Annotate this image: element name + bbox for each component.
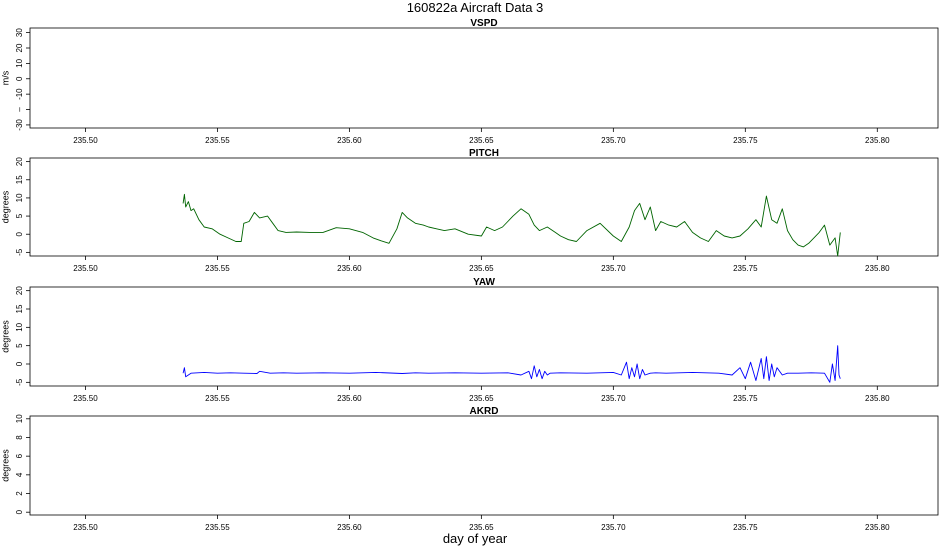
y-tick-label: -30 [15,119,24,131]
y-tick-label: 8 [15,435,24,440]
y-axis-label: degrees [0,320,10,353]
x-tick-label: 235.60 [337,523,362,532]
x-tick-label: 235.70 [601,394,626,403]
x-tick-label: 235.50 [73,136,98,145]
x-tick-label: 235.55 [205,523,230,532]
x-tick-label: 235.60 [337,264,362,273]
x-tick-label: 235.50 [73,523,98,532]
x-tick-label: 235.65 [469,136,494,145]
x-tick-label: 235.60 [337,394,362,403]
x-tick-label: 235.55 [205,136,230,145]
panel-title: YAW [473,277,495,288]
plot-frame [29,286,939,387]
panels-group: VSPD 235.50 235.55 235.60 235.65 235.70 235.75… [0,18,939,532]
panel-title: AKRD [470,406,499,417]
y-tick-label: 10 [15,322,24,331]
x-tick-label: 235.80 [865,394,890,403]
x-tick-label: 235.75 [733,394,758,403]
y-tick-label: 0 [15,231,24,236]
x-tick-label: 235.55 [205,264,230,273]
x-tick-label: 235.75 [733,136,758,145]
plot-frame [29,415,939,516]
x-tick-label: 235.50 [73,264,98,273]
y-tick-label: 2 [15,491,24,496]
panel-vspd: VSPD 235.50 235.55 235.60 235.65 235.70 235.75… [0,18,939,145]
x-tick-label: 235.55 [205,394,230,403]
y-tick-label: 15 [15,175,24,184]
y-tick-label: 20 [15,286,24,295]
y-axis-label: degrees [0,190,10,223]
y-tick-label: -5 [15,378,24,386]
x-tick-label: 235.60 [337,136,362,145]
y-tick-label: 30 [15,28,24,37]
y-tick-label: 6 [15,453,24,458]
series-line-yaw [182,345,841,383]
panel-pitch: PITCH 235.50 235.55 235.60 235.65 235.70 235.7… [0,148,939,273]
y-tick-label: -10 [15,88,24,100]
y-tick-label: 20 [15,43,24,52]
x-tick-label: 235.80 [865,136,890,145]
x-tick-label: 235.80 [865,264,890,273]
x-tick-label: 235.80 [865,523,890,532]
panel-title: PITCH [469,148,499,159]
series-line-pitch [182,193,841,257]
x-tick-label: 235.65 [469,394,494,403]
x-axis-label: day of year [443,531,508,546]
x-tick-label: 235.70 [601,136,626,145]
x-tick-label: 235.65 [469,264,494,273]
x-tick-label: 235.70 [601,523,626,532]
x-tick-label: 235.65 [469,523,494,532]
y-tick-label: 4 [15,472,24,477]
panel-akrd: AKRD 235.50 235.55 235.60 235.65 235.70 235.75… [0,406,939,532]
y-tick-label: 15 [15,304,24,313]
x-tick-label: 235.75 [733,523,758,532]
x-tick-label: 235.50 [73,394,98,403]
panel-title: VSPD [470,18,497,29]
y-axis-label: degrees [0,449,10,482]
y-tick-label: 5 [15,213,24,218]
plot-frame [29,27,939,129]
figure-title: 160822a Aircraft Data 3 [407,0,544,15]
y-tick-label: – [15,107,24,112]
y-tick-label: 0 [15,509,24,514]
y-tick-label: 5 [15,343,24,348]
x-tick-label: 235.75 [733,264,758,273]
y-tick-label: 10 [15,193,24,202]
y-tick-label: 20 [15,157,24,166]
y-tick-label: 10 [15,58,24,67]
y-tick-label: 0 [15,76,24,81]
y-tick-label: 0 [15,361,24,366]
y-tick-label: -5 [15,248,24,256]
y-tick-label: 10 [15,414,24,423]
x-tick-label: 235.70 [601,264,626,273]
panel-yaw: YAW 235.50 235.55 235.60 235.65 235.70 235.75 2… [0,277,939,403]
y-axis-label: m/s [0,70,10,85]
plot-frame [29,157,939,257]
